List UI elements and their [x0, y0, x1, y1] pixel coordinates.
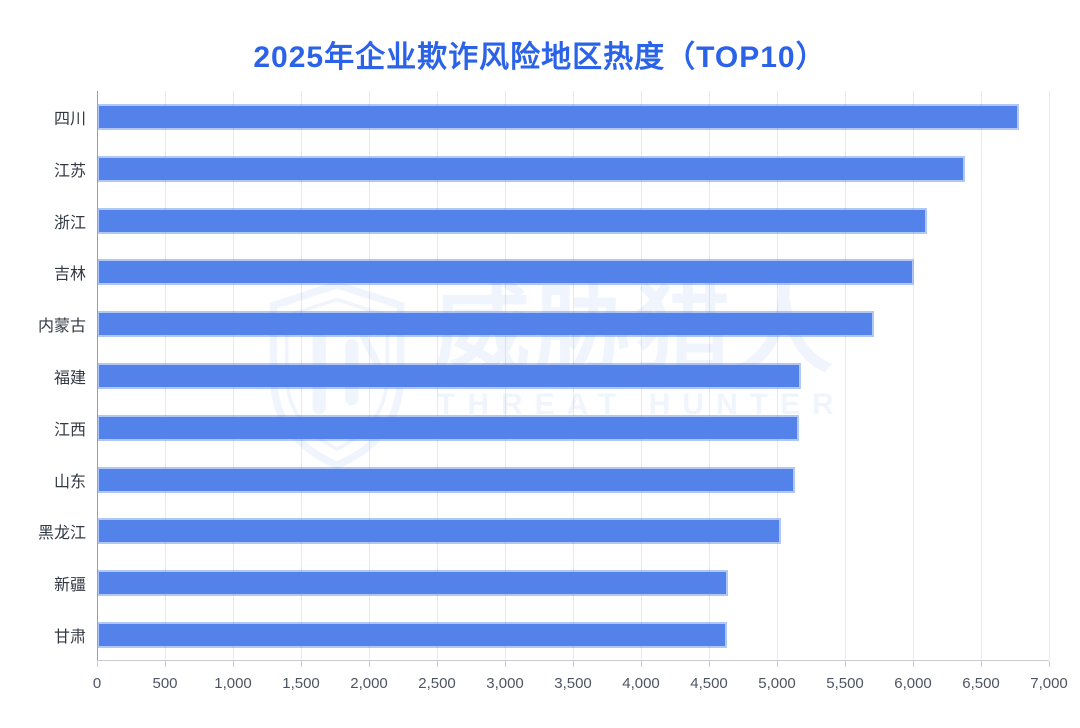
- category-label: 新疆: [53, 577, 86, 595]
- x-axis-tick: [436, 661, 438, 667]
- bar-row: [97, 402, 1049, 454]
- bar-新疆[interactable]: [97, 570, 729, 597]
- category-label: 吉林: [53, 266, 86, 284]
- x-tick-label: 2,500: [418, 675, 456, 692]
- x-tick-label: 5,000: [758, 675, 796, 692]
- category-label: 江西: [53, 421, 86, 439]
- x-axis-tick: [300, 661, 302, 667]
- bar-row: [97, 91, 1049, 143]
- x-axis-tick: [844, 661, 846, 667]
- bar-浙江[interactable]: [97, 207, 927, 234]
- x-tick-label: 6,000: [894, 675, 932, 692]
- x-axis-tick: [708, 661, 710, 667]
- x-axis-tick: [232, 661, 234, 667]
- grid-line: [1048, 91, 1050, 660]
- x-axis-tick: [368, 661, 370, 667]
- bar-甘肃[interactable]: [97, 622, 727, 649]
- bar-row: [97, 298, 1049, 350]
- x-axis-tick: [1048, 661, 1050, 667]
- x-tick-label: 4,500: [690, 675, 728, 692]
- category-label: 山东: [53, 473, 86, 491]
- y-axis-line: [97, 91, 98, 660]
- grid-line: [980, 91, 982, 660]
- x-tick-label: 2,000: [350, 675, 388, 692]
- x-tick-label: 6,500: [962, 675, 1000, 692]
- chart-title: 2025年企业欺诈风险地区热度（TOP10）: [253, 41, 827, 74]
- category-label: 甘肃: [53, 629, 86, 647]
- x-tick-label: 5,500: [826, 675, 864, 692]
- x-axis-tick: [504, 661, 506, 667]
- x-tick-label: 1,500: [282, 675, 320, 692]
- x-tick-label: 4,000: [622, 675, 660, 692]
- bar-福建[interactable]: [97, 362, 802, 389]
- category-label: 黑龙江: [37, 525, 86, 543]
- x-axis-tick: [776, 661, 778, 667]
- plot-area: [97, 91, 1050, 661]
- x-tick-label: 1,000: [214, 675, 252, 692]
- bar-山东[interactable]: [97, 466, 795, 493]
- bar-row: [97, 609, 1049, 661]
- category-label: 浙江: [53, 214, 86, 232]
- grid-line: [844, 91, 846, 660]
- x-tick-label: 3,000: [486, 675, 524, 692]
- category-label: 内蒙古: [37, 318, 86, 336]
- bar-江苏[interactable]: [97, 155, 965, 182]
- bar-四川[interactable]: [97, 103, 1020, 130]
- bar-row: [97, 454, 1049, 506]
- bar-row: [97, 195, 1049, 247]
- x-axis-tick: [912, 661, 914, 667]
- x-tick-label: 7,000: [1030, 675, 1068, 692]
- bar-吉林[interactable]: [97, 259, 915, 286]
- x-axis-tick: [96, 661, 98, 667]
- bar-row: [97, 506, 1049, 558]
- bar-row: [97, 350, 1049, 402]
- x-axis-tick: [164, 661, 166, 667]
- x-tick-label: 0: [92, 675, 102, 692]
- category-label: 福建: [53, 369, 86, 387]
- bar-row: [97, 246, 1049, 298]
- bar-黑龙江[interactable]: [97, 518, 782, 545]
- bar-row: [97, 143, 1049, 195]
- x-tick-label: 500: [152, 675, 178, 692]
- bar-内蒙古[interactable]: [97, 311, 874, 338]
- category-label: 四川: [53, 110, 86, 128]
- x-axis-tick: [640, 661, 642, 667]
- category-label: 江苏: [53, 162, 86, 180]
- x-axis: 0 500 1,000 1,500 2,000 2,500 3,000 3,500 4,000 4…: [93, 661, 1068, 701]
- grid-line: [912, 91, 914, 660]
- y-axis-labels: 四川江苏浙江吉林内蒙古福建江西山东黑龙江新疆甘肃: [0, 91, 86, 661]
- x-axis-tick: [572, 661, 574, 667]
- x-tick-label: 3,500: [554, 675, 592, 692]
- x-axis-tick: [980, 661, 982, 667]
- bar-江西[interactable]: [97, 414, 799, 441]
- bar-row: [97, 557, 1049, 609]
